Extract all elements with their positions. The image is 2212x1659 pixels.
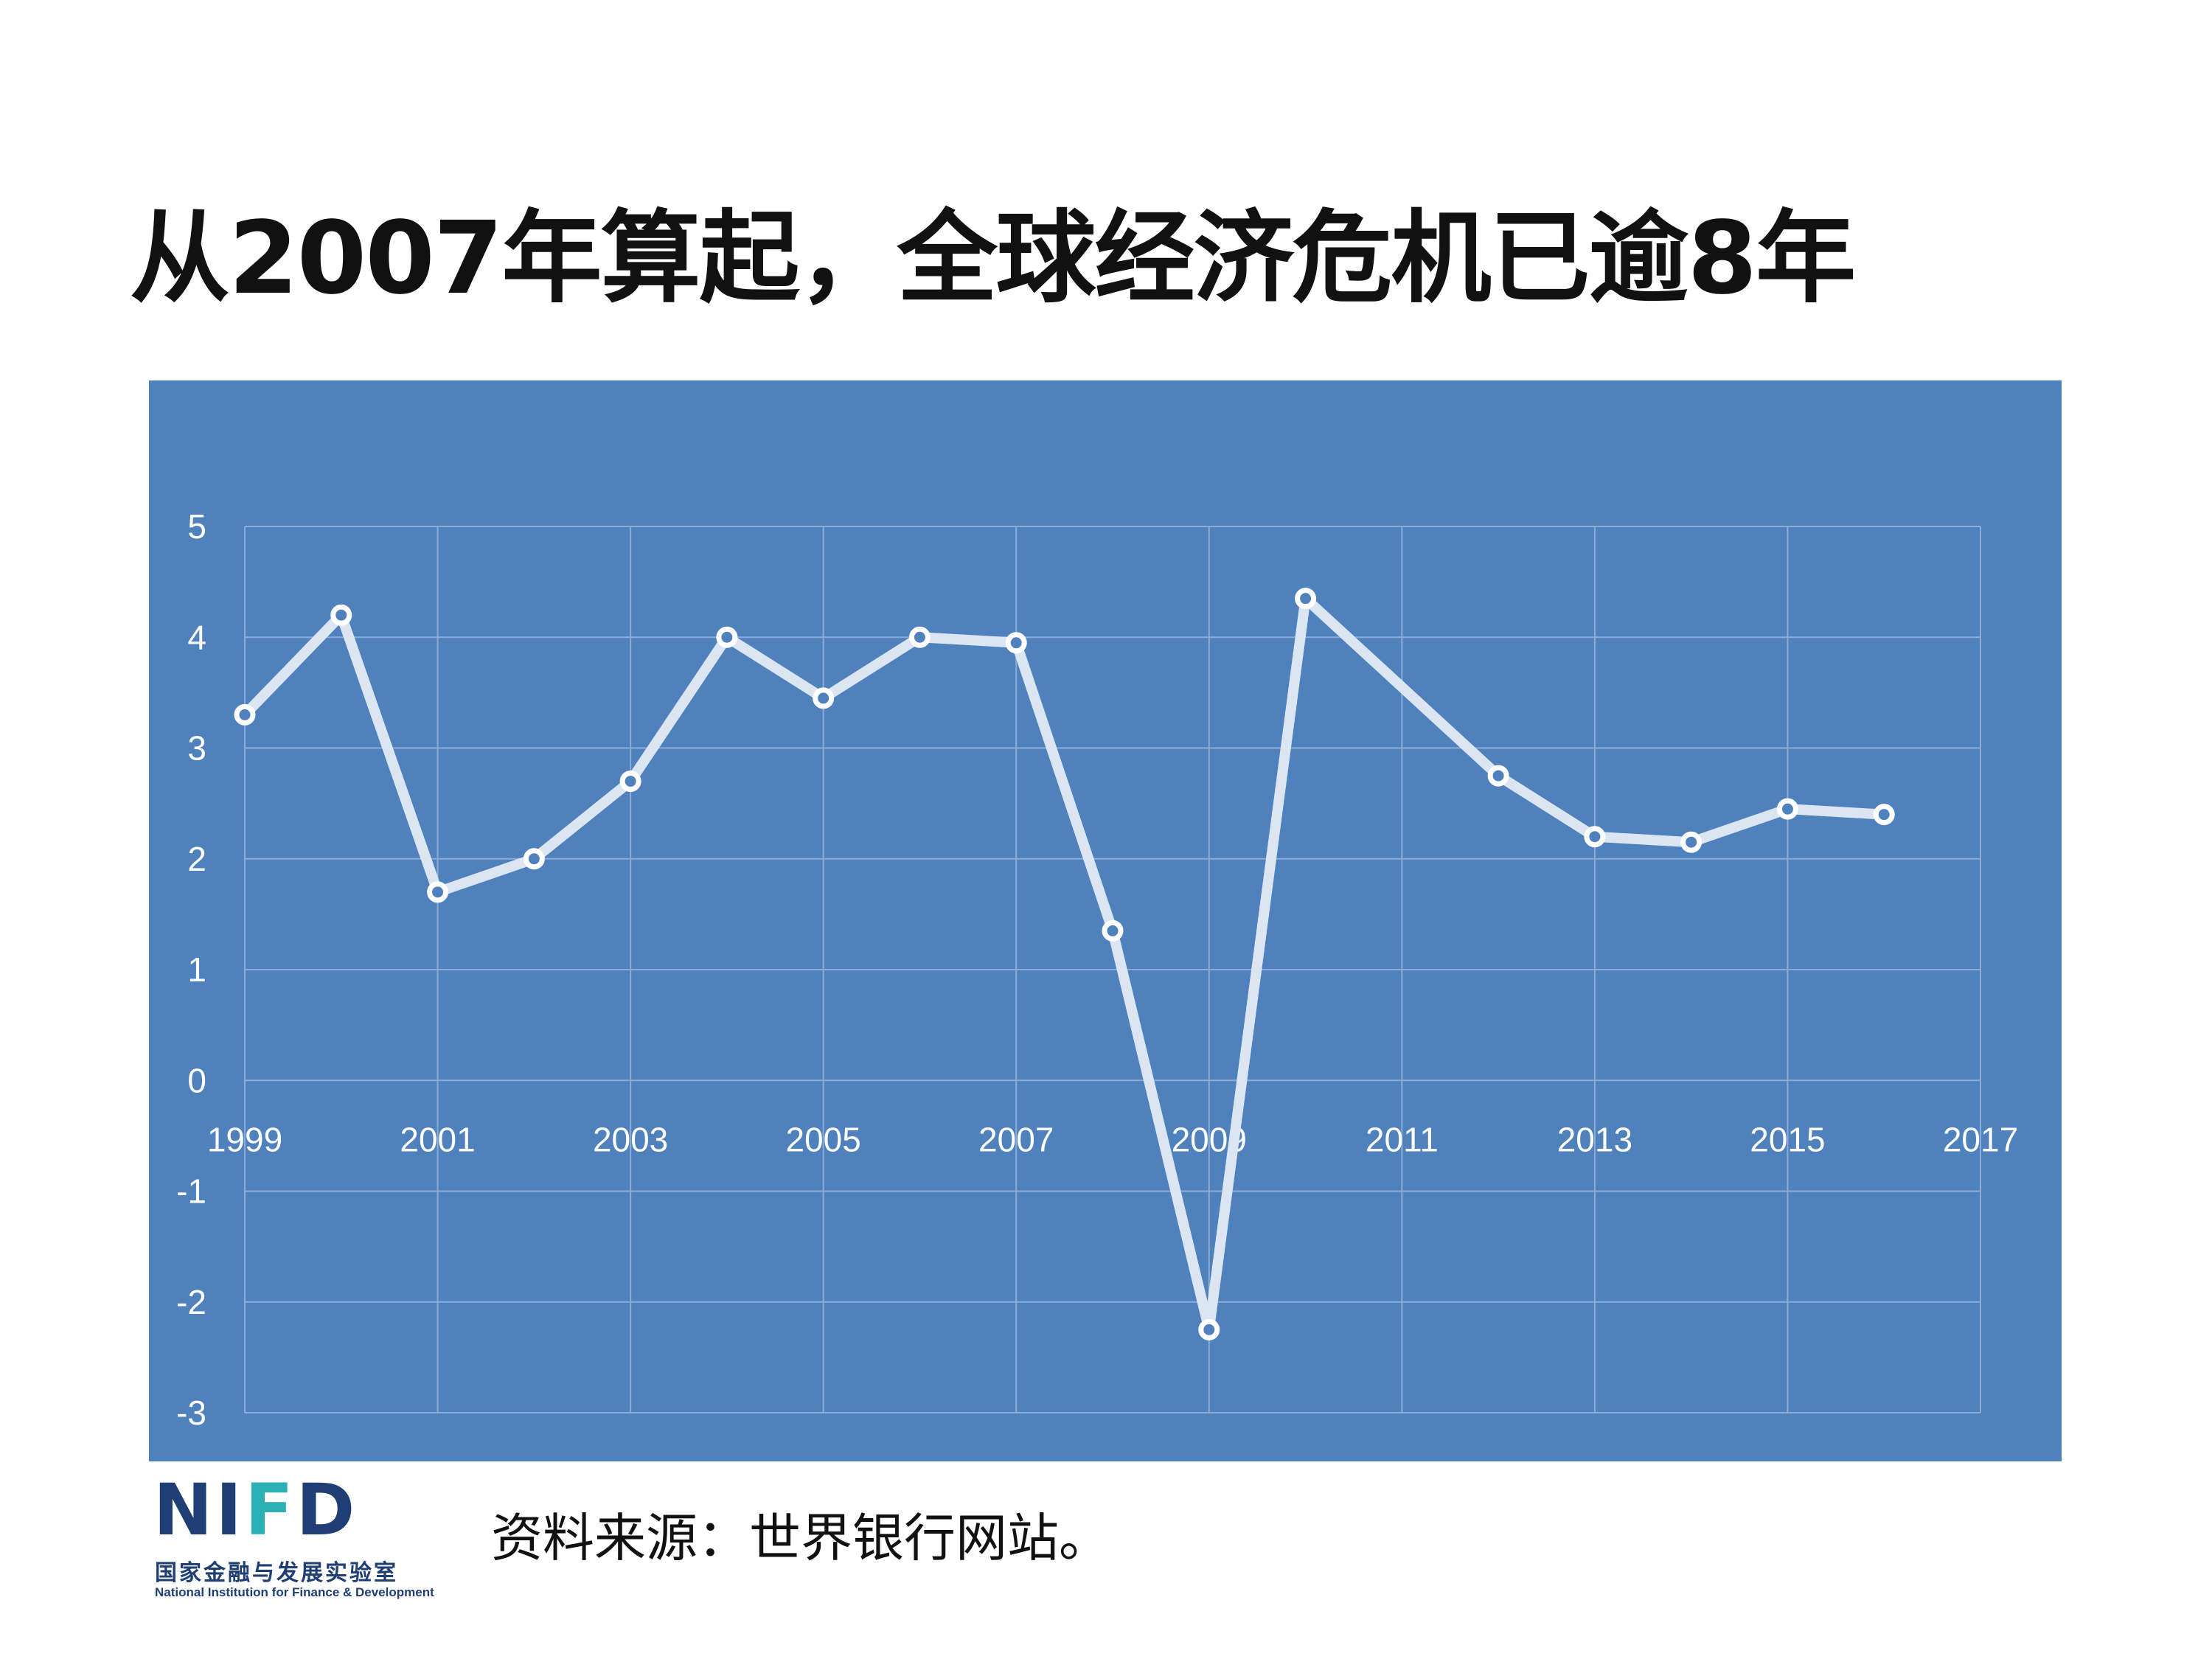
series-line-0 bbox=[240, 593, 1890, 1335]
y-tick-label-0: 0 bbox=[187, 1061, 206, 1099]
data-point-2010 bbox=[1295, 588, 1317, 610]
data-point-2012 bbox=[1487, 765, 1509, 787]
x-tick-label-2017: 2017 bbox=[1943, 1120, 2018, 1158]
x-tick-label-2003: 2003 bbox=[593, 1120, 668, 1158]
slide-title: 从2007年算起，全球经济危机已逾8年 bbox=[130, 201, 1856, 317]
logo-mark: NIFD bbox=[153, 1469, 358, 1551]
y-tick-label-1: 1 bbox=[187, 950, 206, 989]
y-axis-ticks: 5 4 3 2 1 0 -1 -2 -3 bbox=[176, 507, 206, 1432]
y-tick-label--3: -3 bbox=[176, 1394, 206, 1432]
data-point-2015 bbox=[1776, 798, 1798, 820]
data-point-1999 bbox=[234, 703, 256, 726]
x-tick-label-1999: 1999 bbox=[207, 1120, 282, 1158]
data-point-2007 bbox=[1005, 632, 1027, 654]
y-tick-label-3: 3 bbox=[187, 729, 206, 768]
y-tick-label-4: 4 bbox=[187, 618, 206, 656]
chart-panel: 5 4 3 2 1 0 -1 -2 -3 1999 2001 2003 2005 2007 2009 201… bbox=[149, 380, 2062, 1461]
y-tick-label--1: -1 bbox=[176, 1172, 206, 1211]
x-tick-label-2011: 2011 bbox=[1366, 1120, 1439, 1158]
data-point-2003 bbox=[619, 771, 641, 793]
x-axis-ticks: 1999 2001 2003 2005 2007 2009 2011 2013 2015 2017 bbox=[207, 1120, 2018, 1158]
data-point-2005 bbox=[813, 687, 835, 709]
x-tick-label-2015: 2015 bbox=[1750, 1120, 1825, 1158]
logo-chinese-name: 国家金融与发展实验室 bbox=[155, 1560, 398, 1586]
y-tick-label-5: 5 bbox=[187, 507, 206, 546]
data-point-2008 bbox=[1102, 919, 1124, 942]
x-tick-label-2007: 2007 bbox=[978, 1120, 1054, 1158]
y-tick-label-2: 2 bbox=[187, 840, 206, 878]
data-points bbox=[234, 588, 1895, 1340]
data-point-2013 bbox=[1584, 826, 1606, 848]
x-tick-label-2001: 2001 bbox=[400, 1120, 475, 1158]
source-note: 资料来源：世界银行网站。 bbox=[491, 1508, 1110, 1568]
y-tick-label--2: -2 bbox=[176, 1283, 206, 1321]
data-point-2014 bbox=[1680, 831, 1703, 853]
data-point-2001 bbox=[427, 881, 449, 903]
nifd-logo: NIFD 国家金融与发展实验室 National Institution for… bbox=[153, 1475, 434, 1607]
series-line bbox=[240, 593, 1890, 1335]
data-point-2000 bbox=[330, 604, 352, 626]
logo-english-name: National Institution for Finance & Devel… bbox=[155, 1585, 434, 1599]
data-point-2009 bbox=[1198, 1318, 1220, 1340]
data-point-2016 bbox=[1873, 804, 1895, 826]
data-point-2002 bbox=[523, 848, 545, 870]
data-point-2006 bbox=[908, 626, 931, 648]
x-tick-label-2013: 2013 bbox=[1557, 1120, 1632, 1158]
x-tick-label-2005: 2005 bbox=[785, 1120, 860, 1158]
data-point-2004 bbox=[716, 626, 738, 648]
grid-lines bbox=[244, 526, 1981, 1413]
